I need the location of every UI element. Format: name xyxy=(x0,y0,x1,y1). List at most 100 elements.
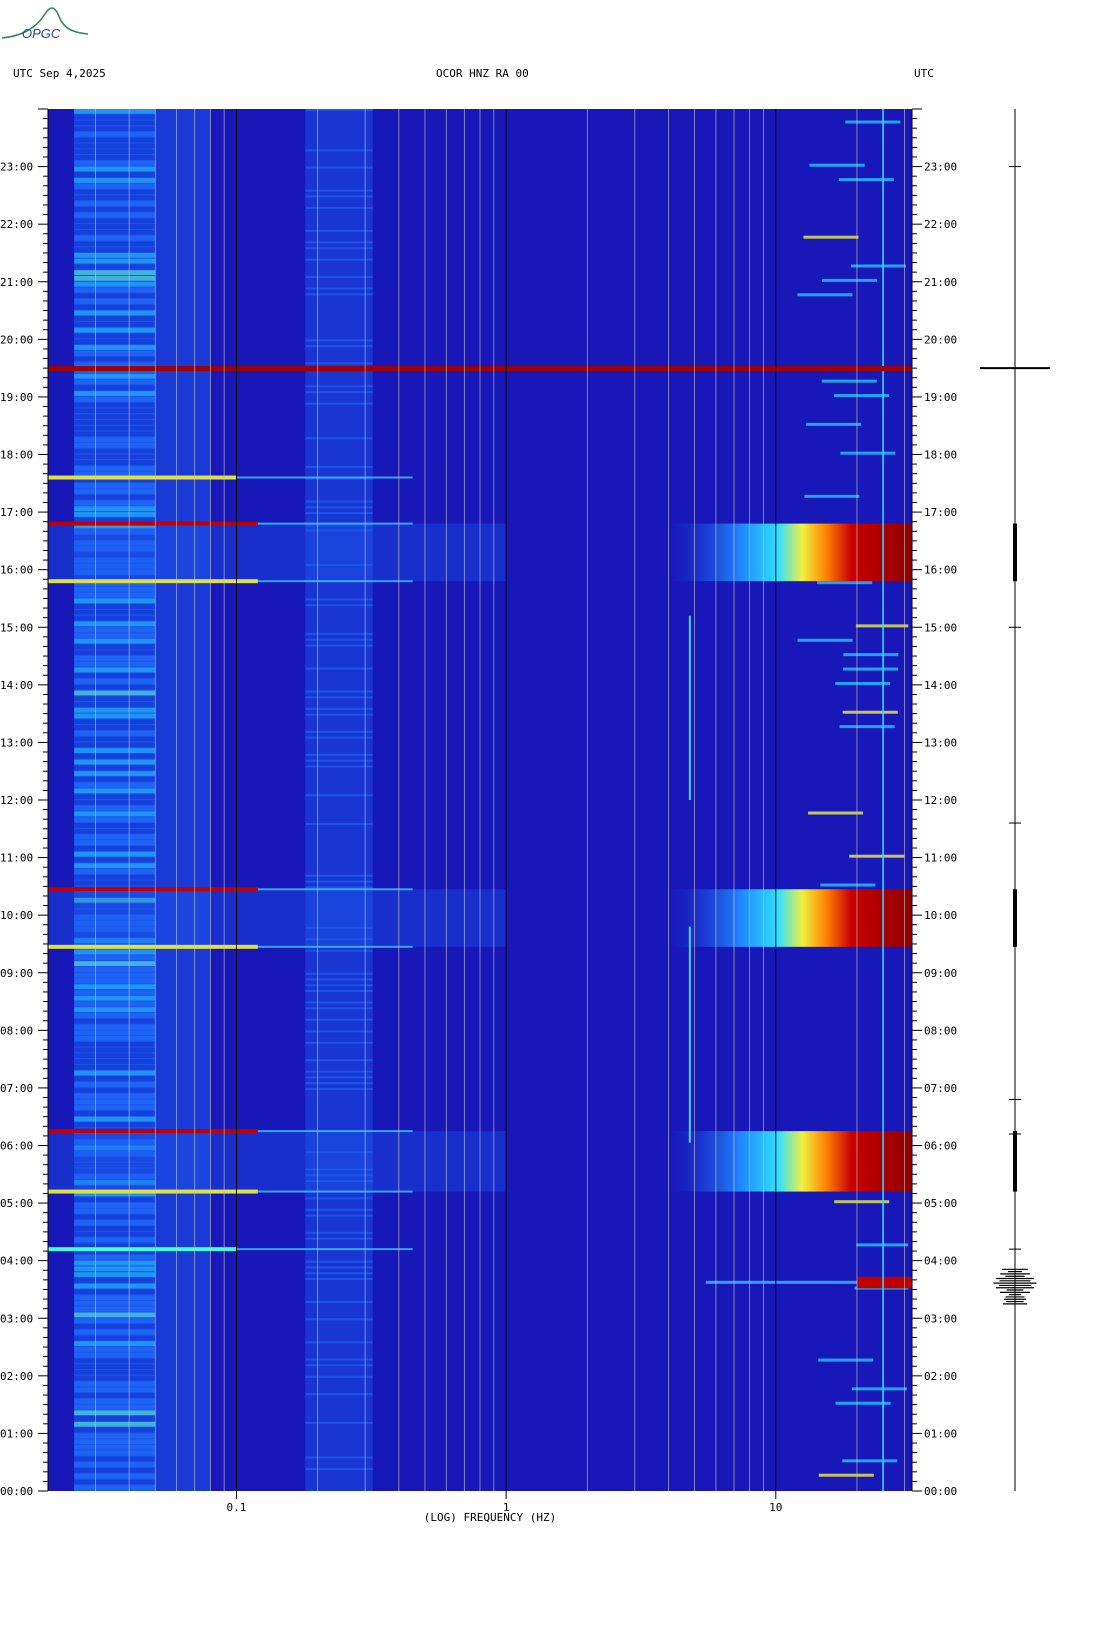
microseism-streak xyxy=(305,506,373,509)
microseism-streak xyxy=(305,633,373,636)
lowfreq-streak xyxy=(74,1001,156,1007)
microseism-streak xyxy=(305,1266,373,1269)
microseism-streak xyxy=(305,1341,373,1344)
y-tick-label-right: 11:00 xyxy=(924,852,957,865)
microseism-streak xyxy=(305,563,373,566)
lowfreq-streak xyxy=(74,627,156,633)
lowfreq-streak xyxy=(74,696,156,702)
y-tick-label-left: 06:00 xyxy=(0,1140,33,1153)
y-tick-label-left: 01:00 xyxy=(0,1427,33,1440)
lowfreq-streak xyxy=(74,1260,156,1266)
lowfreq-streak xyxy=(74,961,156,966)
microseism-streak xyxy=(305,166,373,169)
lowfreq-streak xyxy=(74,1249,156,1254)
lowfreq-streak xyxy=(74,402,156,408)
lowfreq-streak xyxy=(74,264,156,270)
lowfreq-streak xyxy=(74,270,156,275)
microseism-streak xyxy=(305,765,373,768)
y-tick-label-left: 08:00 xyxy=(0,1024,33,1037)
lowfreq-streak xyxy=(74,345,156,350)
lowfreq-streak xyxy=(74,189,156,195)
lowfreq-streak xyxy=(74,633,156,638)
lowfreq-streak xyxy=(74,316,156,322)
lowfreq-streak xyxy=(74,604,156,609)
lowfreq-streak xyxy=(74,258,156,264)
microseism-streak xyxy=(305,241,373,244)
lowfreq-streak xyxy=(74,235,156,241)
y-tick-label-right: 05:00 xyxy=(924,1197,957,1210)
lowfreq-streak xyxy=(74,765,156,771)
lowfreq-streak xyxy=(74,874,156,880)
microseism-streak xyxy=(305,529,373,532)
lowfreq-streak xyxy=(74,817,156,823)
y-axis: 00:00 00:00 01:00 01:00 02:00 02:00 03:00 03:00… xyxy=(0,108,957,1498)
microseism-streak xyxy=(305,1151,373,1154)
y-tick-label-right: 03:00 xyxy=(924,1312,957,1325)
lowfreq-streak xyxy=(74,1220,156,1226)
lowfreq-streak xyxy=(74,1133,156,1139)
trace-burst xyxy=(1013,523,1017,582)
microseism-streak xyxy=(305,247,373,250)
highfreq-streak xyxy=(835,1401,891,1405)
microseism-streak xyxy=(305,1277,373,1280)
lowfreq-streak xyxy=(74,1203,156,1208)
y-tick-label-right: 01:00 xyxy=(924,1427,957,1440)
lowfreq-streak xyxy=(74,1410,156,1416)
microseism-streak xyxy=(305,402,373,405)
lowfreq-streak xyxy=(74,581,156,586)
y-tick-label-right: 13:00 xyxy=(924,736,957,749)
lowfreq-streak xyxy=(74,201,156,206)
highfreq-streak xyxy=(818,1473,874,1477)
microseism-streak xyxy=(305,667,373,670)
lowfreq-streak xyxy=(74,1335,156,1341)
seismogram-trace xyxy=(980,109,1050,1491)
lowfreq-streak xyxy=(74,379,156,385)
lowfreq-streak xyxy=(74,437,156,442)
lowfreq-streak xyxy=(74,362,156,368)
lowfreq-streak xyxy=(74,408,156,414)
lowfreq-streak xyxy=(74,638,156,644)
lowfreq-streak xyxy=(74,1145,156,1151)
y-tick-label-right: 22:00 xyxy=(924,218,957,231)
lowfreq-column xyxy=(155,109,211,1491)
station-title: OCOR HNZ RA 00 xyxy=(436,67,529,80)
highfreq-streak xyxy=(839,725,895,729)
lowfreq-streak xyxy=(74,1439,156,1444)
horizontal-event-line xyxy=(48,944,258,949)
lowfreq-streak xyxy=(74,736,156,742)
lowfreq-streak xyxy=(74,1082,156,1087)
lowfreq-streak xyxy=(74,1122,156,1128)
highfreq-streak xyxy=(803,235,859,239)
highfreq-streak xyxy=(835,681,891,685)
highfreq-streak xyxy=(845,120,901,124)
lowfreq-streak xyxy=(74,1352,156,1358)
lowfreq-streak xyxy=(74,1064,156,1070)
lowfreq-streak xyxy=(74,1347,156,1352)
window-lowfreq-band xyxy=(48,523,507,582)
lowfreq-streak xyxy=(74,1197,156,1203)
window-highfreq-band xyxy=(668,1131,912,1192)
lowfreq-streak xyxy=(74,1214,156,1220)
lowfreq-streak xyxy=(74,466,156,471)
lowfreq-streak xyxy=(74,333,156,339)
lowfreq-streak xyxy=(74,1191,156,1197)
lowfreq-streak xyxy=(74,949,156,955)
highfreq-streak xyxy=(855,624,909,628)
highfreq-streak xyxy=(817,581,873,585)
y-tick-label-left: 16:00 xyxy=(0,564,33,577)
lowfreq-streak xyxy=(74,1162,156,1168)
lowfreq-streak xyxy=(74,690,156,696)
lowfreq-streak xyxy=(74,1329,156,1335)
lowfreq-streak xyxy=(74,730,156,736)
lowfreq-streak xyxy=(74,1059,156,1064)
lowfreq-streak xyxy=(74,1110,156,1116)
microseism-streak xyxy=(305,984,373,987)
lowfreq-streak xyxy=(74,419,156,425)
lowfreq-streak xyxy=(74,1185,156,1191)
lowfreq-streak xyxy=(74,183,156,189)
lowfreq-streak xyxy=(74,109,156,114)
lowfreq-streak xyxy=(74,702,156,707)
microseism-streak xyxy=(305,972,373,975)
lowfreq-streak xyxy=(74,776,156,782)
trace-burst xyxy=(1013,1131,1017,1192)
